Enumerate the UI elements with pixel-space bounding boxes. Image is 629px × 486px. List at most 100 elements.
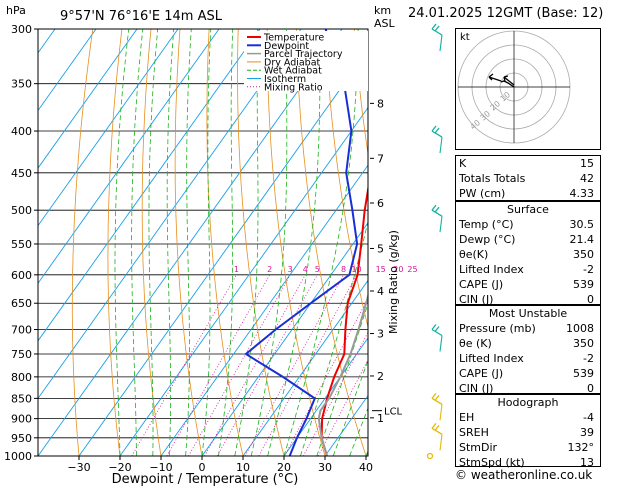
wind-barb-flag	[431, 324, 437, 330]
surface-row: Lifted Index -2	[456, 262, 600, 277]
pressure-tick-label: 400	[11, 125, 32, 138]
hodo-label: StmSpd (kt)	[459, 456, 525, 469]
hodograph-arrow-2	[503, 75, 515, 86]
surface-row: Temp (°C) 30.5	[456, 217, 600, 232]
wind-barb-flag	[434, 127, 440, 134]
index-label: K	[459, 157, 467, 170]
km-tick-label: 4	[377, 285, 384, 298]
dry-adiabat-line	[237, 29, 285, 456]
surface-box: Surface Temp (°C) 30.5 Dewp (°C) 21.4 θe(K…	[455, 201, 601, 307]
hodo-value: -4	[583, 411, 594, 424]
mu-label: Lifted Index	[459, 352, 524, 365]
wind-barb-trail	[439, 404, 443, 421]
mu-value: -2	[583, 352, 594, 365]
surface-label: Lifted Index	[459, 263, 524, 276]
mixing-ratio-label: 20	[393, 265, 403, 274]
wet-adiabat-line	[131, 29, 144, 456]
legend-entry: Mixing Ratio	[264, 82, 323, 93]
asl-label: ASL	[374, 17, 396, 30]
wind-barb-staff	[431, 397, 443, 405]
pressure-tick-label: 950	[11, 432, 32, 445]
mixing-ratio-label: 3	[288, 265, 293, 274]
plot-frame	[37, 28, 369, 457]
dry-adiabat-line	[266, 29, 326, 456]
mu-label: θe (K)	[459, 337, 492, 350]
wind-barb-staff	[431, 427, 443, 435]
most-unstable-box: Most Unstable Pressure (mb) 1008 θe (K) 35…	[455, 305, 601, 395]
wind-barb-flag	[431, 23, 437, 30]
temperature-tick-label: 10	[236, 461, 250, 474]
hpa-label: hPa	[6, 4, 26, 17]
pressure-tick-label: 800	[11, 371, 32, 384]
mixing-ratio-line	[258, 274, 357, 456]
km-tick-label: 5	[377, 242, 384, 255]
pressure-tick-label: 600	[11, 269, 32, 282]
temperature-tick-label: −10	[149, 461, 172, 474]
profile-temperature	[320, 183, 368, 456]
wet-adiabat-line	[114, 29, 130, 456]
isotherm-line	[38, 29, 138, 169]
mixing-ratio-line	[204, 274, 306, 456]
surface-label: Temp (°C)	[459, 218, 514, 231]
hodo-label: EH	[459, 411, 475, 424]
footer-credit[interactable]: © weatheronline.co.uk	[455, 468, 593, 482]
mixing-ratio-line	[166, 274, 271, 456]
mixing-ratio-label: 25	[407, 265, 417, 274]
pressure-tick-label: 450	[11, 167, 32, 180]
wind-barb-flag	[434, 424, 440, 431]
mixing-ratio-line	[188, 274, 291, 456]
isotherm-line	[160, 164, 368, 456]
mu-row: Pressure (mb) 1008	[456, 321, 600, 336]
hodo-row: EH -4	[456, 410, 600, 425]
hodograph-ring-label-40: 40	[469, 118, 483, 131]
wind-barb-flag	[431, 125, 437, 132]
isotherm-line	[283, 337, 368, 456]
wet-adiabat-line	[166, 29, 175, 456]
isotherm-line	[38, 29, 261, 342]
wind-barb-flag	[434, 394, 440, 401]
lcl-label: LCL	[384, 407, 403, 418]
surface-label: CIN (J)	[459, 293, 494, 306]
hodo-value: 39	[580, 426, 594, 439]
km-tick-label: 7	[377, 152, 384, 165]
wind-barb-trail	[439, 434, 443, 451]
dry-adiabat-line	[616, 29, 629, 456]
mixing-ratio-label: 8	[341, 265, 346, 274]
wind-barb-flag	[434, 326, 440, 332]
mu-value: 539	[573, 367, 594, 380]
hodograph-stats-title: Hodograph	[497, 396, 559, 409]
surface-row: CAPE (J) 539	[456, 277, 600, 292]
index-tt-row: Totals Totals 42	[456, 171, 600, 186]
mu-value: 1008	[566, 322, 594, 335]
temperature-tick-label: −20	[108, 461, 131, 474]
index-label: Totals Totals	[459, 172, 526, 185]
isotherm-line	[38, 29, 343, 456]
surface-title: Surface	[507, 203, 549, 216]
mixing-ratio-label: 4	[303, 265, 308, 274]
legend-entry: Isotherm	[264, 74, 306, 85]
surface-label: CAPE (J)	[459, 278, 504, 291]
isotherm-line	[78, 49, 368, 456]
wet-adiabat-line	[201, 29, 212, 456]
hodograph-trace	[500, 80, 515, 88]
hodo-value: 13	[580, 456, 594, 469]
hodo-label: SREH	[459, 426, 489, 439]
surface-label: θe(K)	[459, 248, 489, 261]
hodograph-ring-label-20: 20	[489, 99, 503, 112]
temperature-tick-label: 20	[277, 461, 291, 474]
hodograph: kt 10 20 30 40	[455, 28, 601, 150]
mixing-ratio-line	[303, 331, 368, 456]
profile-dewpoint	[244, 29, 359, 456]
temperature-tick-label: 40	[359, 461, 373, 474]
hodo-row: StmDir 132°	[456, 440, 600, 455]
mixing-ratio-label: 15	[376, 265, 386, 274]
surface-value: 30.5	[569, 218, 595, 231]
wind-barb-trail	[439, 136, 443, 154]
wind-barb-flag	[434, 206, 440, 213]
index-pw-row: PW (cm) 4.33	[456, 186, 600, 201]
isotherm-line	[38, 29, 220, 285]
surface-value: 21.4	[569, 233, 595, 246]
surface-row: CIN (J) 0	[456, 292, 600, 307]
surface-value: 539	[573, 278, 594, 291]
